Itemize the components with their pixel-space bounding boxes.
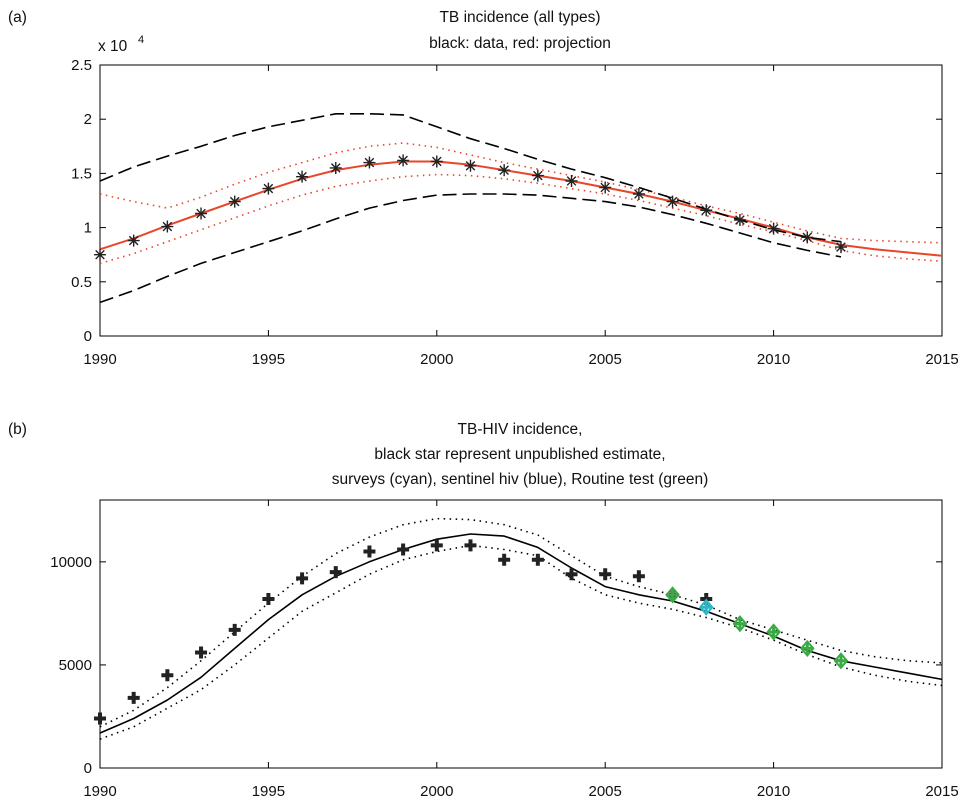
panel-b-title-line-3: surveys (cyan), sentinel hiv (blue), Rou… (332, 471, 708, 488)
panel-b-estimate-star (228, 623, 241, 636)
panel-a-plot-area: 1990 1995 2000 2005 2010 2015 0 0.5 1 1.5 2 2.5 (71, 57, 959, 368)
panel-a-x-tick-label: 2005 (589, 351, 622, 368)
panel-b-surveys-cross (700, 601, 713, 614)
panel-b-model-lower-line (99, 544, 943, 740)
panel-a-data-star (228, 195, 241, 208)
panel-a-data-star (498, 164, 511, 177)
panel-b-estimate-star (195, 646, 208, 659)
panel-a-x-tick-label: 2000 (420, 351, 453, 368)
panel-a-data-star (666, 195, 679, 208)
panel-b-estimate-star (262, 592, 275, 605)
panel-a-data-star (464, 159, 477, 172)
panel-b-estimate-star (599, 568, 612, 581)
panel-a-data-lower-line (99, 193, 842, 304)
panel-b-estimate-star (329, 566, 342, 579)
panel-a-data-star (161, 220, 174, 233)
panel-a-projection-line (99, 160, 943, 257)
panel-b-estimate-star (464, 539, 477, 552)
panel-a-data-star (296, 170, 309, 183)
panel-a-y-tick-label: 1 (84, 220, 92, 237)
panel-a-data-star (599, 181, 612, 194)
panel-a-data-star (329, 161, 342, 174)
panel-a-multiplier-exponent: 4 (138, 34, 144, 46)
panel-b-x-tick-label: 1995 (252, 783, 285, 800)
panel-b-estimate-star (632, 570, 645, 583)
panel-b-model-line (99, 533, 943, 734)
panel-a-data-star (700, 204, 713, 217)
panel-b-routine-test-cross (733, 617, 746, 630)
panel-b-routine-test-cross (767, 625, 780, 638)
panel-b-estimate-star (498, 553, 511, 566)
panel-a-multiplier-base: x 10 (98, 38, 128, 55)
panel-a-y-tick-label: 1.5 (71, 165, 92, 182)
panel-b-surveys-marker (698, 598, 714, 616)
panel-a-tb-incidence: (a) TB incidence (all types) black: data… (8, 9, 959, 368)
panel-a-multiplier-label: x 10 4 (98, 34, 144, 55)
panel-b-estimate-star (127, 691, 140, 704)
panel-a-y-tick-label: 2 (84, 111, 92, 128)
panel-b-estimate-star (296, 572, 309, 585)
panel-a-x-tick-label: 2015 (925, 351, 958, 368)
panel-a-projection-lower-line (99, 173, 943, 265)
panel-a-data-star (767, 222, 780, 235)
panel-a-label: (a) (8, 9, 27, 26)
panel-a-x-tick-label: 1990 (83, 351, 116, 368)
panel-b-x-tick-label: 2005 (589, 783, 622, 800)
panel-a-data-star (733, 214, 746, 227)
panel-a-title-line-1: TB incidence (all types) (439, 9, 600, 26)
panel-a-projection-upper-line (99, 142, 943, 244)
panel-a-data-star (531, 169, 544, 182)
panel-b-x-tick-label: 2000 (420, 783, 453, 800)
panel-a-data-star (262, 182, 275, 195)
panel-a-data-star (397, 154, 410, 167)
panel-b-estimate-star (161, 669, 174, 682)
panel-b-y-tick-label: 0 (84, 760, 92, 777)
panel-b-routine-test-cross (834, 654, 847, 667)
panel-b-title-line-1: TB-HIV incidence, (458, 421, 583, 438)
panel-a-data-upper-line (99, 113, 842, 243)
panel-b-x-tick-label: 2010 (757, 783, 790, 800)
panel-a-y-tick-label: 0.5 (71, 274, 92, 291)
panel-b-routine-test-marker (665, 586, 680, 604)
panel-a-data-star (632, 187, 645, 200)
panel-a-x-tick-label: 1995 (252, 351, 285, 368)
panel-a-data-star (565, 174, 578, 187)
panel-a-y-tick-label: 2.5 (71, 57, 92, 74)
panel-b-routine-test-cross (801, 642, 814, 655)
panel-b-estimate-star (565, 568, 578, 581)
panel-b-tb-hiv-incidence: (b) TB-HIV incidence, black star represe… (8, 421, 959, 800)
panel-b-model-upper-line (99, 517, 943, 728)
panel-b-y-tick-label: 10000 (50, 554, 92, 571)
panel-a-data-star (94, 248, 106, 261)
panel-a-data-star (834, 241, 847, 254)
panel-a-x-tick-label: 2010 (757, 351, 790, 368)
panel-a-data-star (801, 231, 814, 244)
panel-b-title-line-2: black star represent unpublished estimat… (374, 446, 665, 463)
panel-a-data-star (430, 155, 443, 168)
panel-a-title-line-2: black: data, red: projection (429, 35, 611, 52)
panel-b-y-tick-label: 5000 (59, 657, 92, 674)
panel-b-x-tick-label: 2015 (925, 783, 958, 800)
panel-b-routine-test-marker (833, 652, 849, 670)
panel-b-routine-test-marker (799, 639, 815, 657)
panel-b-routine-test-marker (732, 615, 748, 633)
panel-a-data-star (363, 156, 376, 169)
panel-a-y-tick-label: 0 (84, 328, 92, 345)
panel-b-x-tick-label: 1990 (83, 783, 116, 800)
panel-b-axes-frame (99, 499, 943, 769)
panel-b-routine-test-marker (766, 623, 781, 641)
panel-b-label: (b) (8, 421, 27, 438)
panel-b-estimate-star (531, 553, 544, 566)
panel-b-routine-test-cross (666, 588, 679, 601)
panel-a-axes-frame (99, 64, 943, 337)
panel-b-estimate-star (397, 543, 410, 556)
panel-a-data-star (127, 234, 140, 247)
panel-b-estimate-star (363, 545, 376, 558)
panel-b-estimate-star (430, 539, 443, 552)
panel-b-plot-area: 1990 1995 2000 2005 2010 2015 0 5000 10000 (50, 499, 959, 800)
panel-b-estimate-star (94, 712, 106, 725)
panel-a-data-star (195, 207, 208, 220)
